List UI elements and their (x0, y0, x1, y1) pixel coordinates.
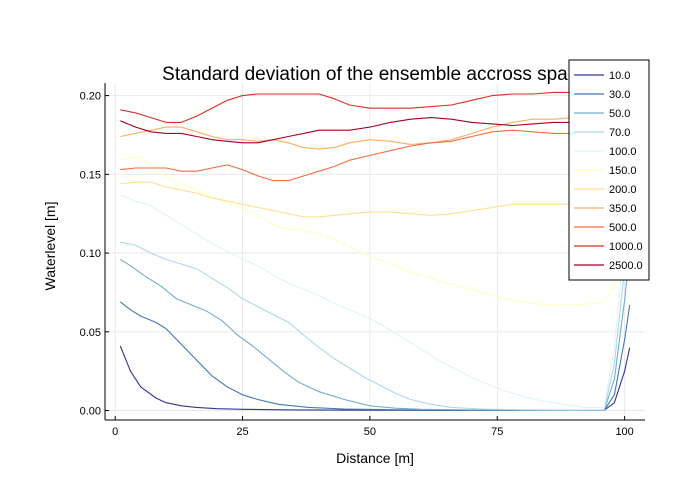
legend-label: 2500.0 (609, 260, 643, 272)
y-tick-label: 0.10 (80, 248, 101, 260)
series-line-150.0 (120, 156, 631, 306)
legend-label: 100.0 (609, 146, 637, 158)
x-tick-label: 25 (236, 426, 248, 438)
legend-label: 200.0 (609, 184, 637, 196)
x-tick-label: 75 (491, 426, 503, 438)
series-group (119, 82, 631, 411)
tick-labels: 0 25 50 75 100 0.00 0.05 0.10 0.15 0.20 (80, 91, 634, 438)
y-tick-label: 0.00 (80, 406, 101, 418)
series-line-10.0 (119, 345, 631, 411)
legend-label: 350.0 (609, 203, 637, 215)
series-line-200.0 (120, 181, 626, 218)
y-tick-label: 0.15 (80, 169, 101, 181)
x-tick-label: 0 (112, 426, 118, 438)
x-axis-label: Distance [m] (336, 450, 414, 466)
series-line-1000.0 (120, 82, 625, 123)
legend-label: 10.0 (609, 70, 630, 82)
y-tick-label: 0.05 (80, 327, 101, 339)
legend: 10.0 30.0 50.0 70.0 100.0 150.0 200.0 350.0 500.… (568, 59, 650, 281)
series-line-2500.0 (120, 117, 625, 144)
legend-label: 500.0 (609, 222, 637, 234)
series-line-500.0 (120, 110, 626, 182)
x-tick-label: 50 (364, 426, 376, 438)
chart-title: Standard deviation of the ensemble accro… (162, 64, 588, 85)
y-tick-label: 0.20 (80, 91, 101, 103)
axes (104, 83, 645, 421)
series-line-70.0 (120, 205, 631, 411)
x-tick-label: 100 (615, 426, 633, 438)
series-line-30.0 (119, 301, 631, 411)
legend-label: 150.0 (609, 165, 637, 177)
legend-label: 50.0 (609, 108, 630, 120)
legend-label: 70.0 (609, 127, 630, 139)
legend-label: 30.0 (609, 89, 630, 101)
series-line-350.0 (120, 117, 625, 150)
series-line-100.0 (120, 174, 631, 408)
legend-label: 1000.0 (609, 241, 643, 253)
y-axis-label: Waterlevel [m] (42, 202, 58, 291)
